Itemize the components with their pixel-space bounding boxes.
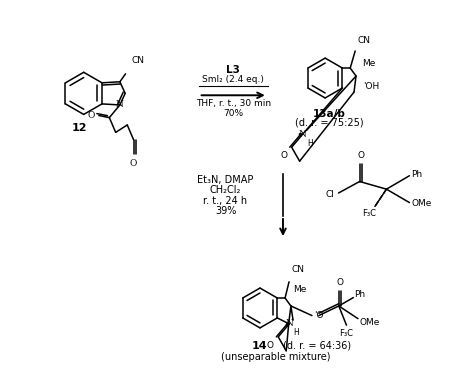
Text: O: O <box>281 151 288 160</box>
Text: (d. r. = 64:36): (d. r. = 64:36) <box>283 341 351 351</box>
Text: (d. r. = 75:25): (d. r. = 75:25) <box>295 118 363 128</box>
Text: 13a/b: 13a/b <box>312 109 346 119</box>
Text: OMe: OMe <box>360 318 380 327</box>
Text: (unseparable mixture): (unseparable mixture) <box>220 352 330 362</box>
Text: Ph: Ph <box>354 290 365 299</box>
Text: 12: 12 <box>72 123 88 133</box>
Text: CN: CN <box>292 265 305 274</box>
Text: Et₃N, DMAP: Et₃N, DMAP <box>197 174 254 185</box>
Text: Me: Me <box>293 286 306 295</box>
Text: H: H <box>293 328 299 337</box>
Text: Me: Me <box>362 59 375 68</box>
Text: CN: CN <box>131 56 144 65</box>
Text: 'OH: 'OH <box>363 82 379 91</box>
Text: L3: L3 <box>226 65 240 75</box>
Text: 70%: 70% <box>223 109 243 118</box>
Text: OMe: OMe <box>411 199 432 208</box>
Text: O: O <box>337 278 344 287</box>
Text: O: O <box>88 111 95 120</box>
Text: THF, r. t., 30 min: THF, r. t., 30 min <box>196 99 271 108</box>
Text: O: O <box>130 159 137 168</box>
Text: N: N <box>285 319 293 328</box>
Text: 'O: 'O <box>314 311 323 320</box>
Text: F₃C: F₃C <box>339 329 354 338</box>
Text: Ph: Ph <box>411 170 422 179</box>
Text: H: H <box>307 139 313 148</box>
Text: O: O <box>267 341 273 350</box>
Text: N: N <box>116 100 124 110</box>
Text: 14: 14 <box>252 341 268 351</box>
Text: F₃C: F₃C <box>362 210 376 218</box>
Text: N: N <box>299 130 307 139</box>
Text: CH₂Cl₂: CH₂Cl₂ <box>210 185 241 195</box>
Text: r. t., 24 h: r. t., 24 h <box>203 196 247 206</box>
Text: 39%: 39% <box>215 207 236 217</box>
Text: O: O <box>357 151 365 161</box>
Text: SmI₂ (2.4 eq.): SmI₂ (2.4 eq.) <box>202 74 264 84</box>
Text: CN: CN <box>357 36 370 45</box>
Text: Cl: Cl <box>326 190 335 199</box>
